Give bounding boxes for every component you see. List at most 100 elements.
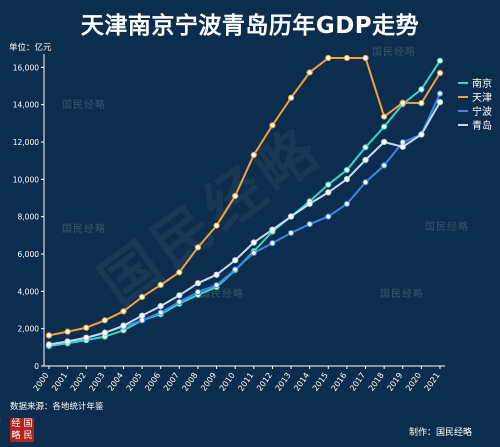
data-point xyxy=(399,99,406,106)
x-tick-label: 2008 xyxy=(181,371,200,393)
x-tick-label: 2011 xyxy=(236,371,255,393)
x-tick-label: 2010 xyxy=(218,371,237,393)
data-point xyxy=(213,282,220,289)
y-tick-label: 16,000 xyxy=(13,63,39,72)
x-tick-label: 2002 xyxy=(69,371,88,393)
unit-label: 单位：亿元 xyxy=(9,43,52,53)
x-tick-label: 2019 xyxy=(385,371,404,393)
watermark-mid: 国民经略 xyxy=(200,289,244,300)
data-point xyxy=(269,226,276,233)
data-point xyxy=(194,280,202,287)
watermark-left: 国民经略 xyxy=(62,100,106,111)
x-tick-label: 2016 xyxy=(329,371,348,393)
chart-axes xyxy=(43,54,445,367)
x-tick-label: 2018 xyxy=(367,371,386,393)
data-point xyxy=(101,317,108,324)
legend-label: 天津 xyxy=(472,92,492,104)
y-tick-label: 12,000 xyxy=(13,138,39,147)
data-point xyxy=(232,192,239,200)
data-point xyxy=(381,138,388,146)
y-axis-ticks: 0 2,000 4,000 6,000 8,000 10,000 12,000 14,000 1… xyxy=(13,63,44,371)
y-tick-label: 4,000 xyxy=(18,287,40,296)
data-point xyxy=(418,99,425,107)
data-point xyxy=(287,229,295,237)
data-point xyxy=(287,213,295,220)
chart-title: 天津南京宁波青岛历年GDP走势 xyxy=(80,13,420,39)
y-tick-label: 6,000 xyxy=(18,250,40,259)
x-tick-label: 2004 xyxy=(106,371,125,393)
data-point xyxy=(269,122,276,129)
data-point xyxy=(250,249,257,256)
data-point xyxy=(138,312,146,319)
data-point xyxy=(176,298,183,306)
data-point xyxy=(176,269,183,276)
y-tick-label: 8,000 xyxy=(18,213,40,222)
data-point xyxy=(343,200,351,207)
x-tick-label: 2017 xyxy=(348,371,367,393)
data-point xyxy=(436,57,444,64)
logo-char: 民 xyxy=(23,431,33,441)
data-point xyxy=(45,332,53,339)
x-tick-label: 2001 xyxy=(50,371,69,393)
data-point xyxy=(325,181,332,188)
data-point xyxy=(101,329,108,336)
data-point xyxy=(381,123,388,130)
x-tick-label: 2014 xyxy=(292,371,311,393)
data-point xyxy=(436,90,444,97)
logo-char: 国 xyxy=(23,419,33,429)
y-tick-label: 10,000 xyxy=(13,175,39,184)
x-tick-label: 2000 xyxy=(32,371,51,393)
data-point xyxy=(325,54,332,62)
data-point xyxy=(64,328,71,335)
series-lines xyxy=(48,57,441,347)
data-point xyxy=(287,94,295,101)
x-tick-label: 2013 xyxy=(274,371,293,393)
x-tick-label: 2012 xyxy=(255,371,274,393)
y-tick-label: 0 xyxy=(34,362,39,371)
data-point xyxy=(194,288,202,296)
x-tick-label: 2015 xyxy=(311,371,330,393)
data-point xyxy=(250,151,257,159)
x-tick-label: 2005 xyxy=(125,371,144,393)
watermark-left-low: 国民经略 xyxy=(62,224,106,235)
data-point xyxy=(138,293,146,301)
y-tick-label: 14,000 xyxy=(13,101,39,110)
data-point xyxy=(306,69,313,76)
data-point xyxy=(325,213,332,220)
data-point xyxy=(157,281,164,289)
logo-char: 略 xyxy=(11,431,21,441)
series-points xyxy=(45,54,444,350)
data-point xyxy=(418,131,425,138)
legend-label: 宁波 xyxy=(472,105,492,118)
legend-label: 青岛 xyxy=(472,119,492,132)
data-point xyxy=(381,162,388,169)
data-point xyxy=(343,166,351,174)
watermark-top: 国民经略 xyxy=(372,47,416,58)
data-point xyxy=(381,113,388,120)
series-line xyxy=(48,101,441,346)
x-tick-label: 2003 xyxy=(87,371,106,393)
data-point xyxy=(418,86,425,93)
data-point xyxy=(120,308,127,315)
y-tick-label: 2,000 xyxy=(18,325,40,334)
data-point xyxy=(213,222,220,229)
data-point xyxy=(362,54,369,62)
x-axis-ticks: 2000 2001 2002 2003 2004 2005 2006 2007 2008 2009… xyxy=(32,366,442,393)
logo: 经 国 略 民 xyxy=(10,418,34,442)
data-point xyxy=(194,244,202,251)
data-point xyxy=(436,69,444,77)
data-point xyxy=(362,144,369,151)
data-point xyxy=(250,239,257,246)
data-point xyxy=(213,271,220,278)
data-point xyxy=(343,176,351,183)
data-point xyxy=(269,240,276,247)
credit: 制作：国民经略 xyxy=(408,428,472,438)
logo-char: 经 xyxy=(11,419,21,429)
data-point xyxy=(343,54,351,62)
x-tick-label: 2021 xyxy=(423,371,442,393)
x-tick-label: 2020 xyxy=(404,371,423,393)
data-point xyxy=(157,303,164,310)
data-point xyxy=(157,309,164,316)
data-point xyxy=(399,143,406,150)
